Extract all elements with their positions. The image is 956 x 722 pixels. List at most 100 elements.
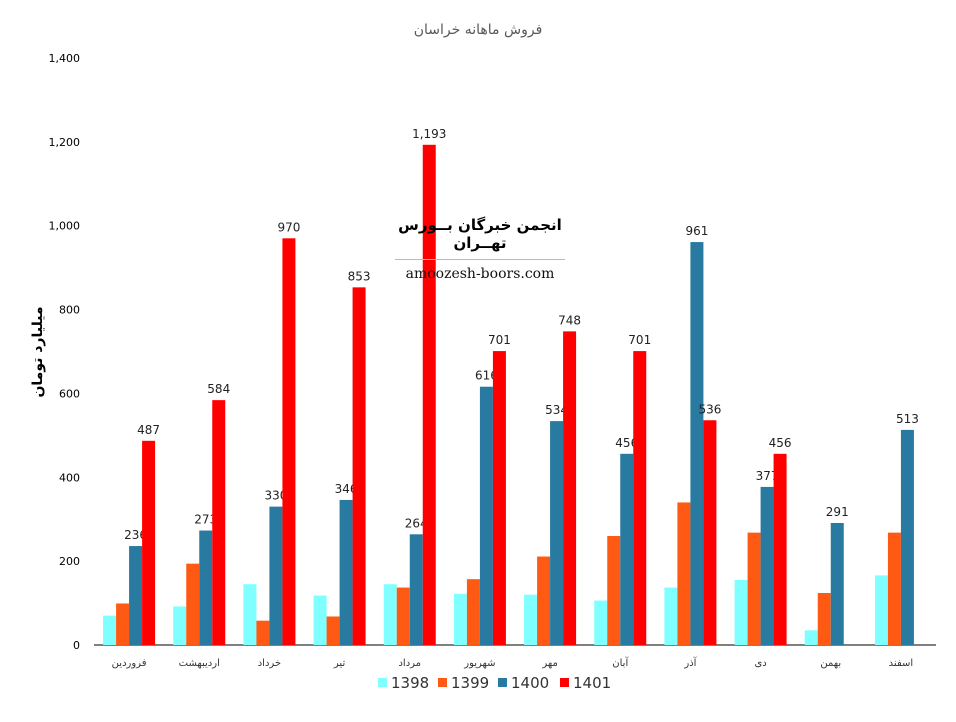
- data-label-1400: 291: [826, 505, 849, 519]
- y-tick-label: 1,400: [49, 52, 81, 65]
- data-label-1400: 961: [685, 224, 708, 238]
- bar-1398: [734, 580, 748, 645]
- legend-label-1398: 1398: [391, 674, 429, 692]
- x-tick-label: تیر: [333, 658, 346, 669]
- bar-1398: [383, 584, 397, 645]
- legend-swatch-1399: [438, 678, 447, 687]
- bar-1401: [422, 144, 436, 645]
- x-tick-label: اردیبهشت: [179, 658, 220, 669]
- data-label-1401: 1,193: [412, 127, 446, 141]
- x-tick-label: اسفند: [889, 658, 913, 669]
- legend-label-1401: 1401: [573, 674, 611, 692]
- bar-1400: [760, 486, 774, 645]
- data-label-1400: 377: [756, 469, 779, 483]
- bar-1400: [409, 534, 423, 645]
- bar-1401: [352, 287, 366, 645]
- x-tick-label: فروردین: [112, 658, 147, 669]
- y-axis-title: میلیارد تومان: [30, 306, 46, 397]
- bar-1399: [887, 532, 901, 645]
- data-label-1400: 616: [475, 369, 498, 383]
- bar-1399: [116, 603, 130, 645]
- bar-1401: [703, 420, 717, 645]
- bar-1399: [186, 563, 200, 645]
- y-tick-label: 200: [59, 555, 80, 568]
- bar-1401: [633, 351, 647, 645]
- bar-1398: [804, 630, 818, 645]
- data-label-1401: 584: [207, 382, 230, 396]
- data-label-1400: 273: [194, 513, 217, 527]
- data-label-1401: 853: [348, 269, 371, 283]
- bar-1398: [664, 587, 678, 645]
- bar-1398: [313, 595, 327, 645]
- bar-1399: [677, 502, 691, 645]
- data-label-1400: 236: [124, 528, 147, 542]
- y-tick-label: 400: [59, 471, 80, 484]
- x-tick-label: دی: [754, 658, 766, 669]
- data-label-1401: 970: [277, 220, 300, 234]
- watermark-title: انجمن خبرگان بــورس تهــران: [398, 216, 562, 252]
- bar-1399: [256, 620, 270, 645]
- bar-1399: [607, 535, 621, 645]
- x-tick-label: آذر: [683, 656, 697, 669]
- x-tick-label: مهر: [541, 658, 557, 669]
- x-tick-label: آبان: [612, 656, 629, 669]
- bar-1398: [173, 606, 187, 645]
- chart-title: فروش ماهانه خراسان: [414, 22, 543, 38]
- data-label-1400: 456: [615, 436, 638, 450]
- bar-1399: [326, 616, 340, 645]
- y-tick-label: 800: [59, 304, 80, 317]
- bar-1400: [690, 242, 704, 646]
- bar-1400: [199, 530, 213, 645]
- data-label-1400: 534: [545, 403, 568, 417]
- y-tick-label: 1,200: [49, 136, 81, 149]
- legend-swatch-1401: [560, 678, 569, 687]
- data-label-1401: 536: [698, 402, 721, 416]
- bar-1401: [492, 351, 506, 645]
- bar-1400: [830, 522, 844, 645]
- data-label-1400: 330: [264, 489, 287, 503]
- data-label-1401: 487: [137, 423, 160, 437]
- bar-1401: [282, 238, 296, 646]
- bar-1398: [103, 615, 117, 645]
- x-tick-label: شهریور: [463, 658, 495, 669]
- data-label-1400: 346: [335, 482, 358, 496]
- data-label-1400: 513: [896, 412, 919, 426]
- watermark-divider: [395, 259, 565, 260]
- bar-1400: [129, 546, 143, 645]
- y-tick-label: 600: [59, 387, 80, 400]
- watermark: انجمن خبرگان بــورس تهــران amoozesh-boo…: [385, 216, 575, 282]
- bar-1400: [339, 499, 353, 645]
- legend-swatch-1398: [378, 678, 387, 687]
- data-label-1401: 701: [628, 333, 651, 347]
- bar-1401: [563, 331, 577, 645]
- bar-1398: [453, 593, 467, 645]
- bar-1400: [479, 386, 493, 645]
- bar-1400: [620, 453, 634, 645]
- legend-label-1400: 1400: [511, 674, 549, 692]
- data-label-1401: 456: [769, 436, 792, 450]
- bar-1401: [773, 453, 787, 645]
- watermark-url: amoozesh-boors.com: [405, 266, 555, 282]
- y-tick-label: 1,000: [49, 220, 81, 233]
- bar-1401: [212, 400, 226, 645]
- x-tick-label: خرداد: [258, 658, 281, 669]
- x-tick-label: بهمن: [820, 658, 841, 669]
- bar-1399: [537, 556, 551, 645]
- data-label-1400: 264: [405, 516, 428, 530]
- y-tick-label: 0: [73, 639, 80, 652]
- legend-label-1399: 1399: [451, 674, 489, 692]
- bar-1400: [550, 421, 564, 645]
- bar-1399: [466, 579, 480, 645]
- legend-swatch-1400: [498, 678, 507, 687]
- data-label-1401: 748: [558, 313, 581, 327]
- bar-1401: [142, 440, 156, 645]
- bar-1398: [594, 600, 608, 645]
- bar-1399: [747, 532, 761, 645]
- x-tick-label: مرداد: [398, 658, 421, 669]
- bar-1399: [817, 593, 831, 645]
- bar-1398: [524, 594, 538, 645]
- bar-1398: [243, 584, 257, 645]
- bar-1399: [396, 587, 410, 645]
